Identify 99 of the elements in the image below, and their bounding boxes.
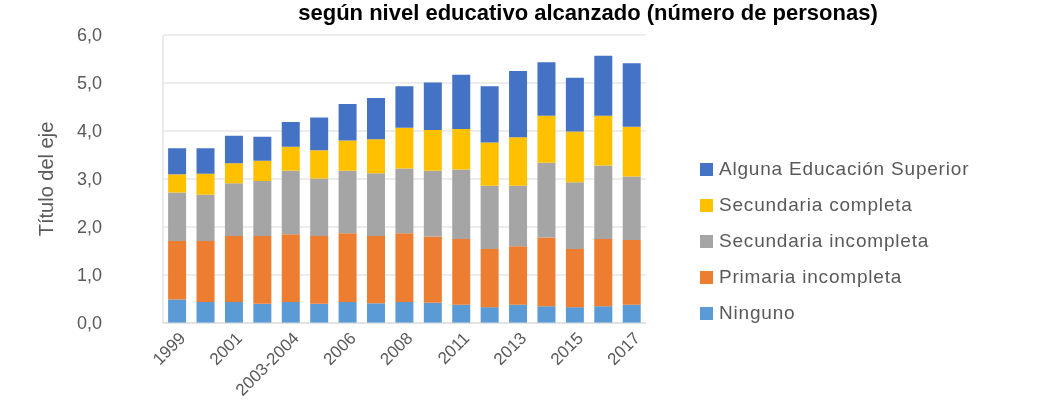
bar [395, 168, 414, 234]
bar [509, 304, 528, 323]
bar [168, 299, 187, 323]
bar [395, 86, 414, 128]
bar [253, 136, 272, 161]
legend-label: Alguna Educación Superior [719, 158, 970, 180]
bar [622, 176, 641, 240]
bar [565, 249, 584, 308]
bar [196, 240, 215, 302]
bar [594, 239, 613, 307]
bar [622, 126, 641, 177]
bar [338, 104, 357, 141]
bar [594, 55, 613, 116]
bar [509, 185, 528, 247]
bar [452, 169, 471, 239]
y-tick-label: 3,0 [76, 169, 102, 190]
bar [196, 301, 215, 323]
bar [367, 173, 385, 237]
bar [281, 146, 300, 171]
bar [338, 301, 357, 323]
bar [509, 137, 528, 186]
bar [622, 63, 641, 127]
bar [423, 236, 442, 303]
bar [310, 150, 329, 179]
bar [310, 303, 329, 323]
bar [168, 174, 187, 193]
bar [281, 301, 300, 323]
bar [168, 192, 187, 241]
bar [537, 62, 556, 116]
bar [253, 303, 272, 323]
bar [310, 117, 329, 151]
legend-label: Primaria incompleta [719, 266, 903, 288]
bar [224, 163, 243, 184]
bar [196, 173, 215, 195]
bar [224, 135, 243, 164]
bar [168, 148, 187, 175]
bar [395, 233, 414, 302]
bar [452, 239, 471, 305]
bar [565, 131, 584, 183]
bar [253, 180, 272, 237]
bar [281, 121, 300, 147]
bar [224, 183, 243, 237]
bar [509, 71, 528, 138]
bar [253, 160, 272, 181]
bar [565, 182, 584, 250]
bar [537, 162, 556, 238]
bar [480, 185, 499, 250]
bar [594, 306, 613, 323]
bar [537, 306, 556, 323]
bar [480, 86, 499, 143]
bar [622, 304, 641, 323]
legend-label: Ninguno [719, 302, 796, 324]
bar [594, 165, 613, 239]
chart-title: según nivel educativo alcanzado (número de personas) [297, 0, 879, 26]
bar [537, 115, 556, 163]
bar [196, 148, 215, 174]
y-axis-title: Título del eje [35, 121, 57, 237]
bar [452, 304, 471, 323]
bar [367, 236, 385, 304]
bar [452, 74, 471, 130]
y-tick-label: 0,0 [76, 313, 102, 334]
bar [196, 194, 215, 241]
bar [224, 301, 243, 323]
bar [622, 239, 641, 305]
bar [565, 307, 584, 323]
bar [537, 237, 556, 307]
y-tick-label: 5,0 [76, 73, 102, 94]
bar [367, 139, 385, 174]
bar [310, 178, 329, 237]
bar [224, 236, 243, 302]
bar [480, 142, 499, 186]
bar [168, 240, 187, 300]
bar [509, 246, 528, 305]
bar [395, 301, 414, 323]
y-tick-label: 4,0 [76, 121, 102, 142]
legend-label: Secundaria incompleta [719, 230, 930, 252]
bar [367, 97, 385, 140]
bar [253, 236, 272, 304]
bar [367, 303, 385, 323]
bar [423, 170, 442, 237]
bar [281, 234, 300, 302]
bar [480, 307, 499, 323]
bar [338, 140, 357, 171]
legend-label: Secundaria completa [719, 194, 913, 216]
bar [423, 302, 442, 323]
bar [338, 170, 357, 234]
bar [395, 127, 414, 169]
bar [423, 82, 442, 131]
bar [452, 129, 471, 170]
bar [565, 77, 584, 132]
bar [594, 115, 613, 166]
bar [480, 249, 499, 308]
bar [338, 233, 357, 302]
y-tick-label: 1,0 [76, 265, 102, 286]
y-tick-label: 2,0 [76, 217, 102, 238]
bar [281, 170, 300, 235]
bar [423, 130, 442, 171]
y-tick-label: 6,0 [76, 25, 102, 46]
bar [310, 236, 329, 304]
